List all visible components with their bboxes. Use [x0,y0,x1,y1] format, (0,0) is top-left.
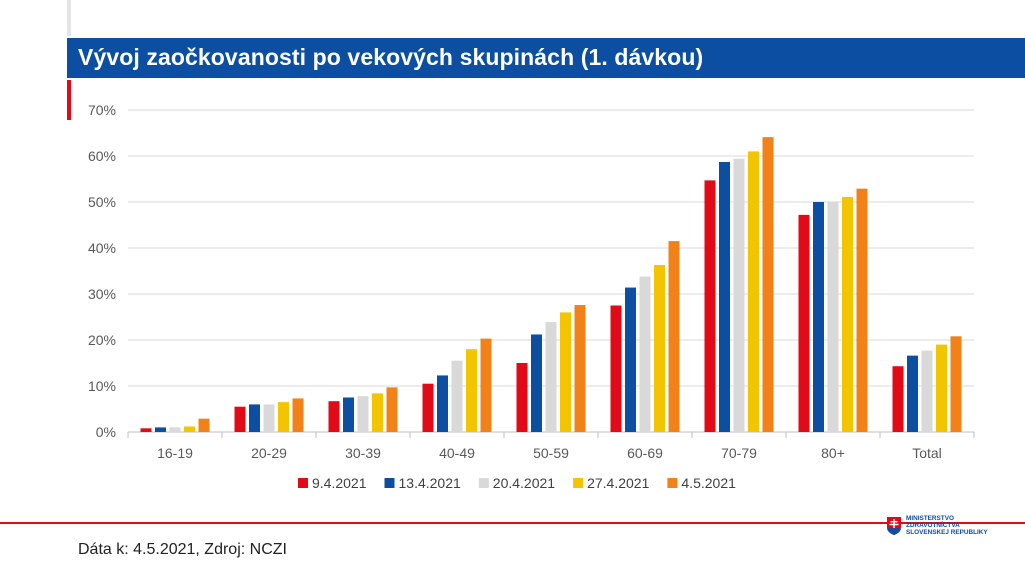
legend-label: 13.4.2021 [399,475,461,491]
bar [328,401,340,432]
legend-swatch [667,478,678,488]
bar [813,202,824,432]
bar [516,363,528,432]
bar [704,180,716,432]
bar [357,396,369,432]
legend-label: 20.4.2021 [493,475,555,491]
page-title: Vývoj zaočkovanosti po vekových skupinác… [78,44,704,70]
logo-text: MINISTERSTVO ZDRAVOTNÍCTVA SLOVENSKEJ RE… [906,515,988,537]
x-tick-label: 20-29 [251,445,287,461]
chart-legend: 9.4.2021 13.4.2021 20.4.2021 27.4.2021 4.5.2… [298,475,736,491]
red-accent-mark [67,80,71,120]
bar [480,338,492,432]
bar [798,214,810,432]
chart-bars [140,137,962,433]
y-tick-label: 60% [88,148,116,164]
legend-label: 4.5.2021 [681,475,736,491]
bar [249,404,260,432]
bar [263,404,275,432]
bar [921,350,933,432]
y-tick-label: 30% [88,286,116,302]
x-tick-label: Total [912,445,942,461]
bar [907,355,918,432]
bar [531,334,542,432]
y-tick-label: 50% [88,194,116,210]
bar [155,427,166,432]
bar [574,305,586,432]
bar [842,196,853,432]
bar [560,312,571,432]
footer-divider [0,522,1025,524]
legend-label: 9.4.2021 [312,475,367,491]
bar [437,375,448,432]
bar [278,402,289,432]
bar [292,398,304,432]
bar [386,387,398,432]
y-axis: 0% 10% 20% 30% 40% 50% 60% 70% [88,102,116,440]
bar [545,322,557,432]
y-tick-label: 10% [88,378,116,394]
bar [892,366,904,432]
bar [169,427,181,432]
bar [762,137,774,432]
y-tick-label: 20% [88,332,116,348]
x-tick-label: 60-69 [627,445,663,461]
x-tick-label: 40-49 [439,445,475,461]
ministry-logo: MINISTERSTVO ZDRAVOTNÍCTVA SLOVENSKEJ RE… [886,514,1016,548]
x-axis: 16-19 20-29 30-39 40-49 50-59 60-69 70-79 80+ To… [127,432,975,461]
bar [748,151,759,432]
bar [639,276,651,432]
bar [451,360,463,432]
bar [856,188,868,432]
legend-swatch [478,478,489,488]
bar [343,397,354,432]
legend-swatch [384,478,395,488]
x-tick-label: 70-79 [721,445,757,461]
bar [950,336,962,432]
bar [827,202,839,432]
title-bar [67,38,1025,78]
logo-line-2: ZDRAVOTNÍCTVA [906,522,960,530]
logo-line-3: SLOVENSKEJ REPUBLIKY [906,529,988,537]
bar [140,428,152,432]
bar [625,287,636,432]
y-tick-label: 0% [96,424,116,440]
bar [654,265,665,432]
x-tick-label: 50-59 [533,445,569,461]
bar [372,393,383,432]
bar [719,161,730,433]
coat-of-arms-icon [887,517,901,535]
legend-swatch [573,478,584,488]
bar [668,241,680,432]
logo-line-1: MINISTERSTVO [906,515,954,522]
footer-source: Dáta k: 4.5.2021, Zdroj: NCZI [78,541,287,558]
x-tick-label: 80+ [821,445,845,461]
legend-swatch [298,478,308,488]
y-tick-label: 40% [88,240,116,256]
bar [422,383,434,432]
bar [936,344,947,432]
bar-chart: 0% 10% 20% 30% 40% 50% 60% 70% 16-19 20-29 30-39 4… [88,102,975,491]
bar [234,406,246,432]
legend-label: 27.4.2021 [587,475,649,491]
bar [184,426,195,432]
x-tick-label: 16-19 [157,445,193,461]
bar [610,305,622,432]
y-tick-label: 70% [88,102,116,118]
top-accent-rule [67,0,71,36]
bar [466,349,477,432]
x-tick-label: 30-39 [345,445,381,461]
bar [733,158,745,432]
bar [198,418,210,432]
